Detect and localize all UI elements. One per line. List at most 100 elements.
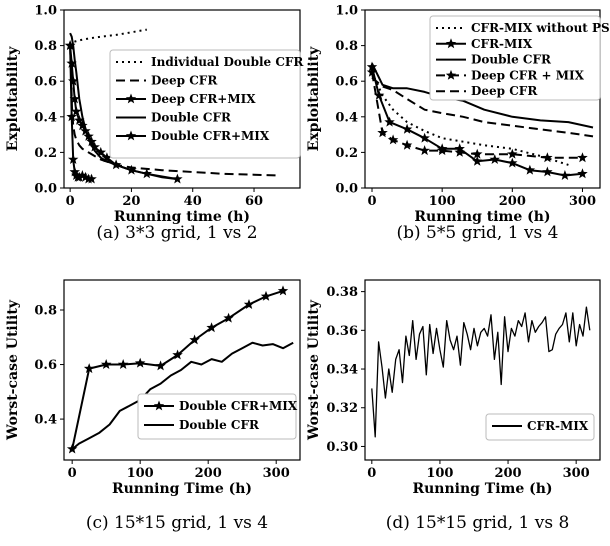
legend-label: Deep CFR+MIX bbox=[151, 92, 256, 106]
chart-panel-0: 0 20 40 60 0.0 0.2 0.4 0.6 0.8 1.0 Running time (h… bbox=[5, 4, 304, 244]
y-axis-label: Exploitability bbox=[306, 46, 322, 152]
series-line-4 bbox=[371, 76, 594, 138]
y-tick-label: 0.8 bbox=[34, 39, 57, 54]
series-point-0 bbox=[206, 322, 217, 333]
y-tick-label: 1.0 bbox=[34, 4, 57, 19]
y-tick-label: 0.4 bbox=[34, 413, 57, 428]
series-point-2 bbox=[74, 114, 85, 125]
series-point-0 bbox=[243, 299, 255, 309]
x-tick-label: 300 bbox=[563, 466, 590, 481]
plot-area bbox=[64, 28, 279, 184]
series-point-1 bbox=[507, 157, 518, 168]
legend-label: CFR-MIX without PS bbox=[471, 21, 610, 35]
legend-label: Double CFR+MIX bbox=[151, 129, 270, 143]
series-point-1 bbox=[472, 155, 483, 166]
legend-box bbox=[485, 413, 595, 441]
legend-box bbox=[429, 15, 601, 101]
series-line-0 bbox=[371, 306, 591, 438]
legend-label: Individual Double CFR bbox=[151, 55, 304, 69]
panel-caption: (a) 3*3 grid, 1 vs 2 bbox=[96, 223, 257, 243]
series-point-2 bbox=[66, 57, 77, 68]
legend-label: Double CFR bbox=[151, 111, 232, 125]
series-point-2 bbox=[77, 120, 88, 131]
x-tick-label: 200 bbox=[499, 194, 526, 209]
series-point-0 bbox=[223, 312, 234, 323]
x-tick-label: 300 bbox=[569, 194, 596, 209]
legend: Individual Double CFR Deep CFR Deep CFR+MI… bbox=[109, 49, 304, 159]
series-point-0 bbox=[117, 359, 129, 369]
y-axis-label: Exploitability bbox=[5, 46, 21, 152]
y-tick-label: 0.34 bbox=[326, 363, 358, 378]
series-point-0 bbox=[189, 334, 200, 345]
legend-box bbox=[137, 393, 297, 440]
legend-marker bbox=[445, 38, 457, 49]
series-point-0 bbox=[260, 290, 272, 301]
series-point-1 bbox=[559, 170, 571, 180]
panel-caption: (b) 5*5 grid, 1 vs 4 bbox=[397, 223, 559, 243]
legend-label: Double CFR+MIX bbox=[179, 399, 298, 413]
chart-panel-1: 0 100 200 300 0.0 0.2 0.4 0.6 0.8 1.0 Running time… bbox=[306, 4, 610, 244]
x-axis-label: Running Time (h) bbox=[112, 481, 252, 497]
series-point-4 bbox=[74, 171, 85, 182]
series-point-0 bbox=[83, 363, 95, 374]
x-axis-label: Running time (h) bbox=[414, 209, 550, 225]
series-point-3 bbox=[507, 148, 518, 159]
series-line-1 bbox=[71, 341, 294, 450]
x-tick-label: 40 bbox=[184, 194, 202, 209]
series-point-2 bbox=[95, 146, 106, 157]
y-tick-label: 0.2 bbox=[335, 146, 358, 161]
x-tick-label: 0 bbox=[367, 466, 376, 481]
chart-panel-3: 0 100 200 300 0.30 0.32 0.34 0.36 0.38 Running Ti… bbox=[306, 279, 601, 533]
panel-caption: (c) 15*15 grid, 1 vs 4 bbox=[86, 513, 268, 533]
series-point-4 bbox=[80, 171, 91, 182]
x-axis-label: Running Time (h) bbox=[412, 481, 552, 497]
legend: Double CFR+MIX Double CFR bbox=[137, 393, 298, 440]
series-point-0 bbox=[172, 349, 183, 360]
y-tick-label: 0.32 bbox=[326, 401, 358, 416]
series-line-3 bbox=[69, 32, 178, 181]
legend: CFR-MIX bbox=[485, 413, 595, 441]
plot-frame bbox=[63, 279, 301, 461]
plot-area bbox=[66, 285, 294, 454]
y-tick-label: 1.0 bbox=[335, 4, 358, 19]
series-point-0 bbox=[155, 360, 166, 371]
legend-label: Deep CFR bbox=[471, 84, 538, 98]
series-point-3 bbox=[401, 139, 413, 150]
legend-label: Double CFR bbox=[471, 53, 552, 67]
y-tick-label: 0.30 bbox=[326, 440, 358, 455]
legend-label: Deep CFR bbox=[151, 74, 218, 88]
x-tick-label: 100 bbox=[429, 194, 456, 209]
y-tick-label: 0.6 bbox=[335, 75, 358, 90]
series-point-2 bbox=[69, 93, 80, 104]
y-tick-label: 0.38 bbox=[326, 285, 358, 300]
series-point-3 bbox=[387, 134, 399, 145]
series-point-3 bbox=[377, 127, 388, 138]
series-point-3 bbox=[454, 146, 465, 157]
series-point-4 bbox=[64, 40, 76, 50]
y-axis-label: Worst-case Utility bbox=[306, 299, 322, 441]
series-point-3 bbox=[436, 145, 448, 156]
x-axis-label: Running time (h) bbox=[114, 209, 250, 225]
series-point-3 bbox=[366, 66, 378, 77]
y-tick-label: 0.8 bbox=[34, 304, 57, 319]
legend-marker bbox=[153, 400, 165, 411]
legend-marker bbox=[445, 69, 457, 80]
series-point-1 bbox=[524, 164, 536, 175]
y-tick-label: 0.6 bbox=[34, 75, 57, 90]
y-tick-label: 0.8 bbox=[335, 39, 358, 54]
plot-area bbox=[371, 306, 591, 438]
series-point-2 bbox=[89, 141, 100, 152]
series-point-3 bbox=[577, 152, 588, 163]
series-point-1 bbox=[542, 166, 553, 177]
series-line-1 bbox=[69, 45, 279, 177]
series-line-0 bbox=[371, 71, 569, 166]
y-tick-label: 0.0 bbox=[34, 182, 57, 197]
legend-label: CFR-MIX bbox=[527, 419, 589, 433]
series-point-4 bbox=[86, 173, 97, 184]
series-point-4 bbox=[77, 170, 88, 180]
legend-label: Deep CFR + MIX bbox=[471, 68, 585, 82]
series-point-4 bbox=[66, 111, 77, 122]
series-point-4 bbox=[68, 154, 79, 164]
